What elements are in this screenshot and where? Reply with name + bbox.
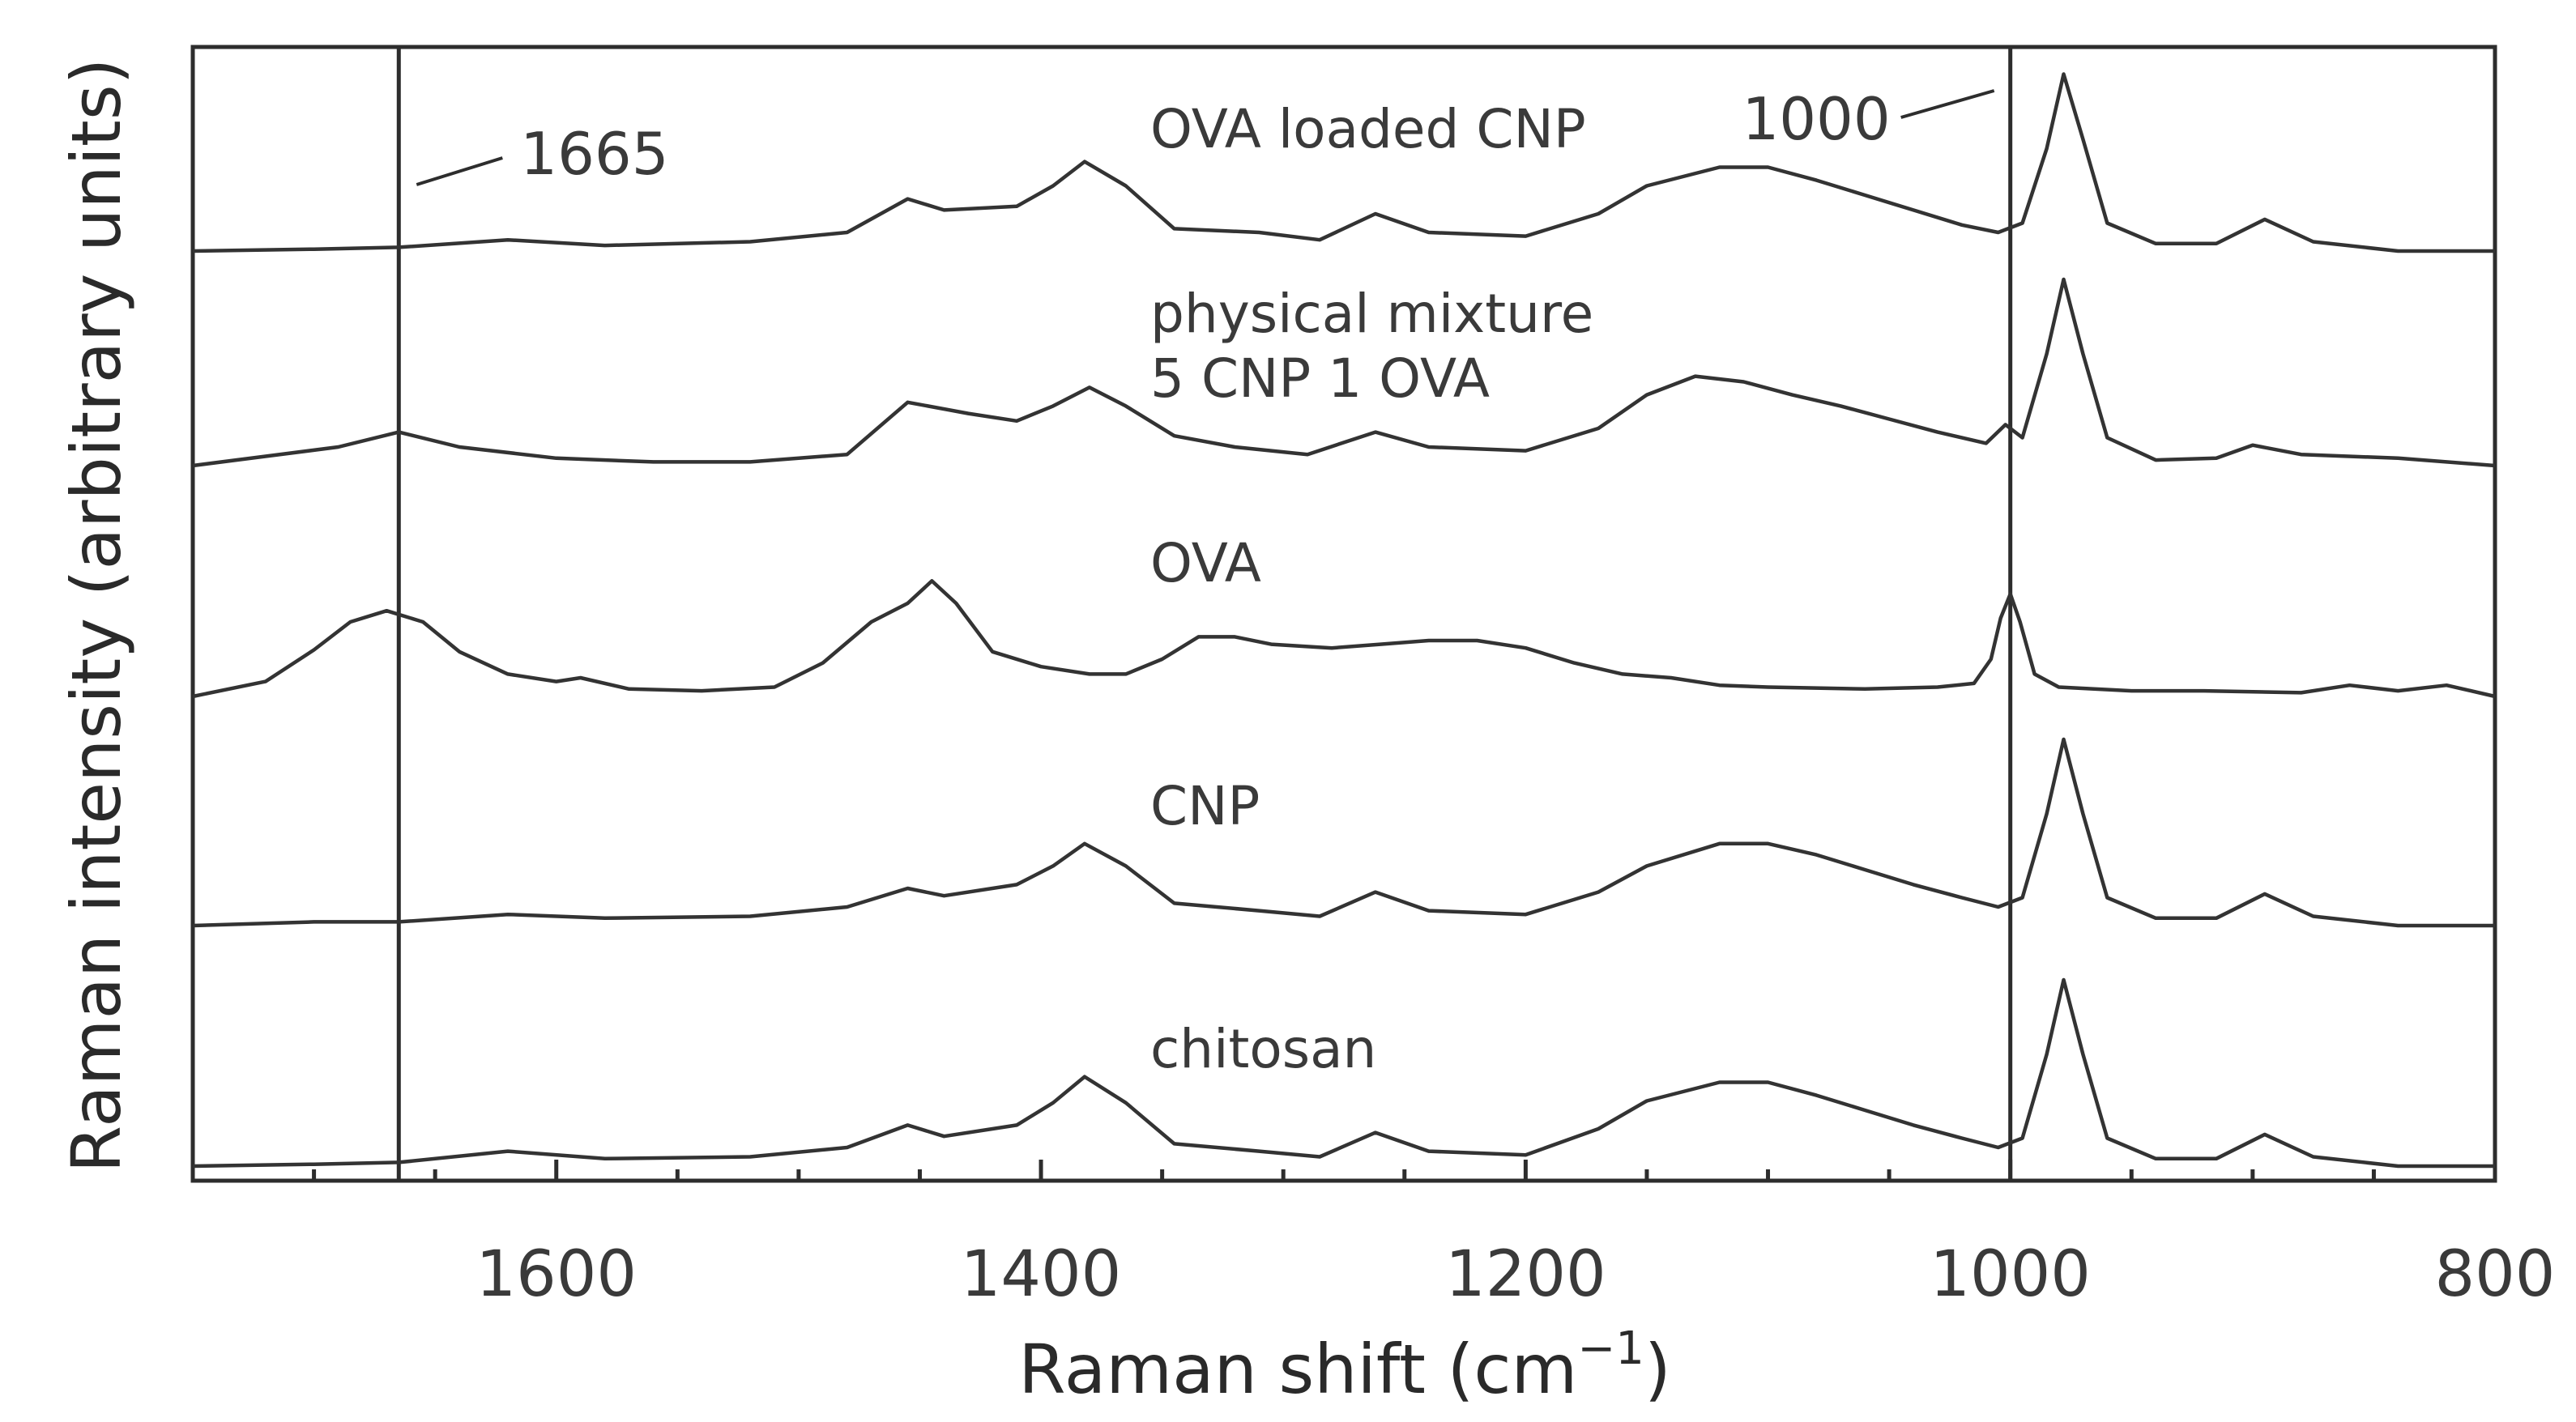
x-axis-label-main: Raman shift (cm xyxy=(1018,1330,1577,1409)
x-tick-label: 1600 xyxy=(476,1238,637,1311)
spectrum-label: chitosan xyxy=(1150,1018,1376,1080)
x-axis-label-close: ) xyxy=(1644,1330,1671,1409)
spectrum-chitosan xyxy=(192,977,2495,1169)
ref-leader-1665 xyxy=(416,156,503,186)
x-tick-label: 800 xyxy=(2435,1238,2556,1311)
ref-leader-1000 xyxy=(1900,89,1995,119)
spectrum-cnp xyxy=(192,737,2495,928)
x-tick-label: 1200 xyxy=(1445,1238,1606,1311)
spectrum-ova-loaded-cnp xyxy=(192,72,2495,253)
spectrum-physical-mixture-5-cnp-1-ova xyxy=(192,277,2496,468)
x-axis-ticks: 1600 1400 1200 1000 800 xyxy=(190,1160,2556,1311)
spectrum-label: OVA loaded CNP xyxy=(1150,98,1586,160)
x-tick-label: 1400 xyxy=(961,1238,1122,1311)
x-axis-label: Raman shift (cm−1) xyxy=(1018,1322,1670,1409)
spectrum-label: 5 CNP 1 OVA xyxy=(1150,347,1490,410)
ref-label-1665: 1665 xyxy=(520,120,668,188)
spectrum-ova xyxy=(192,579,2496,699)
ref-label-1000: 1000 xyxy=(1742,85,1890,153)
spectra xyxy=(192,72,2496,1169)
y-axis-label: Raman intensity (arbitrary units) xyxy=(57,58,136,1173)
spectrum-label: CNP xyxy=(1150,775,1260,837)
plot-frame xyxy=(190,45,2497,1183)
x-axis-label-exponent: −1 xyxy=(1577,1322,1644,1375)
reference-lines: 1665 1000 xyxy=(396,47,2013,1181)
x-tick-label: 1000 xyxy=(1930,1238,2091,1311)
spectrum-label: OVA xyxy=(1150,532,1261,594)
spectrum-label: physical mixture xyxy=(1150,283,1593,345)
